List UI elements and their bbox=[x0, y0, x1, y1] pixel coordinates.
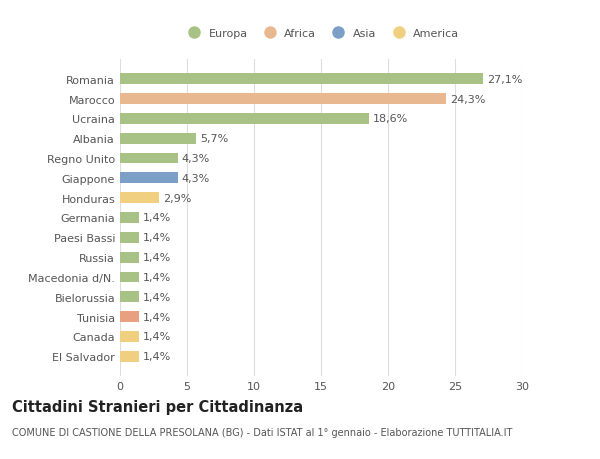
Bar bbox=[120, 292, 139, 302]
Bar bbox=[120, 351, 139, 362]
Text: Cittadini Stranieri per Cittadinanza: Cittadini Stranieri per Cittadinanza bbox=[12, 399, 303, 414]
Text: 2,9%: 2,9% bbox=[163, 193, 191, 203]
Text: 1,4%: 1,4% bbox=[143, 352, 171, 362]
Text: 27,1%: 27,1% bbox=[487, 74, 523, 84]
Bar bbox=[120, 232, 139, 243]
Text: 1,4%: 1,4% bbox=[143, 233, 171, 243]
Bar bbox=[120, 252, 139, 263]
Bar bbox=[120, 114, 369, 124]
Bar bbox=[120, 213, 139, 224]
Bar bbox=[120, 331, 139, 342]
Bar bbox=[120, 153, 178, 164]
Text: 1,4%: 1,4% bbox=[143, 252, 171, 263]
Bar bbox=[120, 173, 178, 184]
Bar bbox=[120, 312, 139, 322]
Text: 4,3%: 4,3% bbox=[182, 154, 210, 164]
Text: 1,4%: 1,4% bbox=[143, 332, 171, 342]
Text: 1,4%: 1,4% bbox=[143, 213, 171, 223]
Bar bbox=[120, 193, 159, 204]
Text: COMUNE DI CASTIONE DELLA PRESOLANA (BG) - Dati ISTAT al 1° gennaio - Elaborazion: COMUNE DI CASTIONE DELLA PRESOLANA (BG) … bbox=[12, 427, 512, 437]
Bar bbox=[120, 74, 483, 85]
Text: 4,3%: 4,3% bbox=[182, 174, 210, 184]
Text: 24,3%: 24,3% bbox=[449, 94, 485, 104]
Text: 5,7%: 5,7% bbox=[200, 134, 229, 144]
Text: 1,4%: 1,4% bbox=[143, 312, 171, 322]
Bar bbox=[120, 272, 139, 283]
Text: 1,4%: 1,4% bbox=[143, 272, 171, 282]
Legend: Europa, Africa, Asia, America: Europa, Africa, Asia, America bbox=[178, 24, 464, 43]
Bar bbox=[120, 134, 196, 144]
Text: 1,4%: 1,4% bbox=[143, 292, 171, 302]
Text: 18,6%: 18,6% bbox=[373, 114, 409, 124]
Bar bbox=[120, 94, 446, 105]
